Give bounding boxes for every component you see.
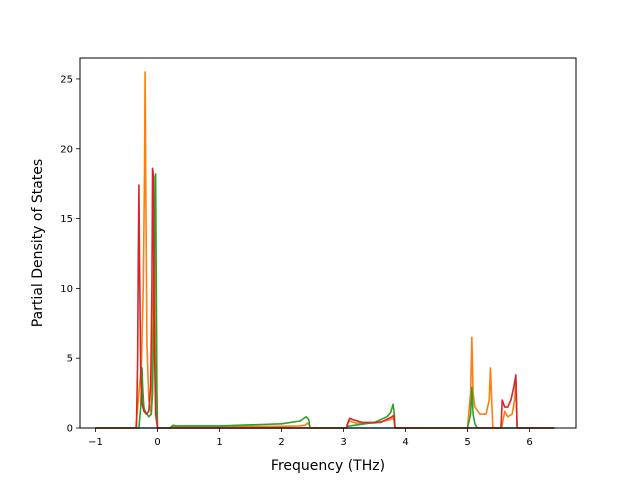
y-axis-label: Partial Density of States [30,159,46,327]
plot-frame [79,57,577,429]
x-tick-label: 1 [216,437,222,448]
x-tick-label: 6 [526,437,532,448]
y-tick-label: 15 [60,214,73,225]
y-tick-label: 0 [67,424,73,435]
x-tick-label: 5 [464,437,470,448]
y-tick-label: 5 [67,354,73,365]
y-axis-ticks: 0 5 10 15 20 25 [60,74,80,435]
x-tick-label: 4 [402,437,408,448]
x-tick-label: 0 [154,437,160,448]
y-tick-label: 20 [60,144,73,155]
x-tick-label: 2 [278,437,284,448]
x-axis-ticks: −1 0 1 2 3 4 5 6 [88,428,533,448]
plot-background [80,58,576,428]
x-tick-label: 3 [340,437,346,448]
y-tick-label: 10 [60,284,73,295]
x-axis-label: Frequency (THz) [271,458,385,474]
y-tick-label: 25 [60,74,73,85]
x-tick-label: −1 [88,437,103,448]
